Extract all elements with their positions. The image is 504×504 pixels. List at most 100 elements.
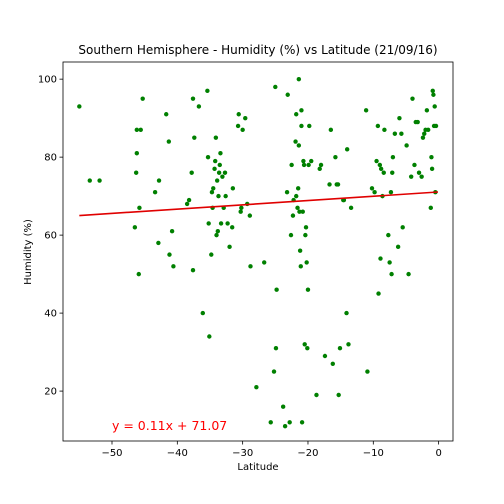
data-point [314, 392, 319, 398]
data-point [87, 178, 92, 183]
data-point [273, 84, 278, 90]
data-point [211, 186, 216, 191]
data-point [167, 252, 172, 257]
data-point [387, 260, 392, 265]
data-point [133, 170, 139, 175]
data-point [225, 221, 230, 226]
data-point [388, 190, 394, 195]
data-point [288, 232, 294, 238]
y-tick-label: 100 [38, 75, 57, 86]
data-point [392, 131, 398, 136]
data-point [378, 256, 383, 261]
data-point [415, 119, 420, 125]
regression-equation: y = 0.11x + 71.07 [112, 418, 227, 433]
y-tick-label: 20 [44, 387, 57, 398]
data-point [214, 178, 220, 183]
data-point [192, 135, 197, 140]
y-axis-label: Humidity (%) [23, 219, 34, 285]
data-point [186, 197, 192, 203]
data-point [302, 342, 307, 347]
data-point [317, 166, 322, 172]
data-point [184, 201, 190, 207]
x-tick-label: −40 [167, 448, 188, 459]
data-point [222, 170, 228, 175]
data-point [280, 404, 286, 409]
data-point [189, 170, 194, 175]
data-point [205, 154, 211, 160]
data-point [428, 205, 433, 211]
data-point [305, 287, 311, 292]
data-point [297, 248, 303, 253]
data-point [248, 264, 253, 269]
data-point [205, 88, 210, 94]
data-point [212, 166, 217, 172]
data-point [346, 342, 351, 347]
data-point [293, 139, 298, 144]
data-point [344, 147, 350, 152]
data-point [166, 139, 172, 144]
data-point [136, 271, 141, 277]
y-tick-label: 60 [44, 231, 57, 242]
data-point [137, 205, 142, 211]
data-point [77, 104, 82, 109]
data-point [369, 186, 375, 191]
data-point [218, 151, 223, 156]
data-point [196, 104, 202, 109]
data-point [429, 154, 434, 160]
data-point [298, 264, 303, 269]
data-point [303, 225, 309, 230]
regression-line [79, 191, 439, 217]
data-point [374, 158, 379, 164]
data-point [406, 271, 411, 277]
data-point [289, 162, 294, 168]
x-tick-label: −30 [232, 448, 253, 459]
data-point [404, 143, 409, 148]
data-point [156, 178, 162, 183]
data-point [164, 112, 169, 117]
data-point [389, 271, 394, 277]
data-point [431, 92, 436, 97]
data-point [295, 186, 301, 191]
data-point [309, 158, 314, 164]
data-point [287, 420, 292, 425]
data-point [348, 205, 354, 211]
data-point [218, 221, 224, 226]
data-point [422, 131, 427, 136]
data-point [243, 115, 248, 121]
data-point [209, 252, 214, 257]
data-point [206, 221, 211, 226]
data-point [138, 127, 143, 133]
data-point [408, 174, 414, 179]
data-point [240, 127, 245, 133]
data-point [376, 291, 381, 296]
data-point [372, 190, 377, 195]
data-point [424, 108, 430, 113]
data-point [305, 346, 310, 351]
data-point [299, 420, 305, 425]
data-point [216, 170, 222, 175]
data-point [378, 166, 384, 172]
data-point [328, 127, 334, 133]
data-point [271, 369, 277, 374]
x-tick-label: −20 [297, 448, 318, 459]
data-point [282, 423, 288, 429]
data-point [190, 268, 196, 273]
data-point [268, 420, 273, 425]
data-point [419, 174, 424, 179]
data-point [239, 205, 244, 211]
data-point [301, 162, 307, 168]
data-point [344, 310, 349, 316]
plot-area: y = 0.11x + 71.07 −50 −40 −30 −20 −10 0 20 40 60 8… [38, 61, 454, 459]
data-point [301, 158, 306, 164]
data-point [223, 193, 228, 199]
data-point [297, 209, 302, 214]
x-tick-label: 0 [435, 448, 441, 459]
data-point [296, 76, 302, 82]
data-point [132, 225, 138, 230]
data-point [214, 232, 219, 238]
data-point [386, 232, 391, 238]
data-point [294, 112, 299, 117]
data-point [156, 240, 161, 246]
data-point [152, 190, 158, 195]
